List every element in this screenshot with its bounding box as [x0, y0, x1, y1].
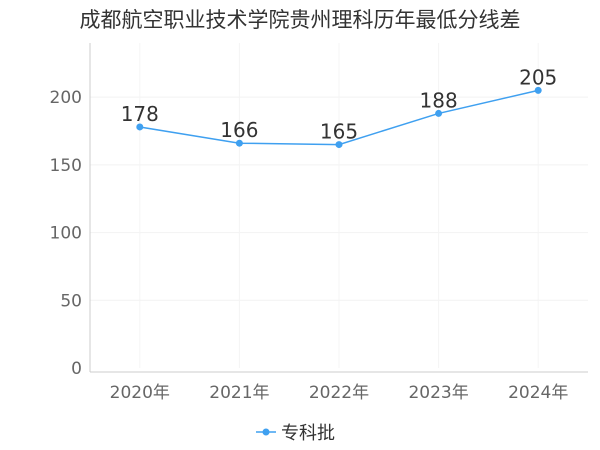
data-point[interactable] [534, 86, 542, 94]
legend-label-specialist-batch: 专科批 [281, 423, 335, 444]
y-tick-label: 0 [71, 359, 82, 379]
legend[interactable]: 专科批 [256, 423, 335, 444]
data-point[interactable] [335, 141, 343, 149]
x-tick-label: 2023年 [408, 383, 468, 403]
x-tick-label: 2020年 [110, 383, 170, 403]
y-tick-label: 200 [50, 88, 82, 108]
axes [89, 43, 588, 373]
data-point[interactable] [235, 139, 243, 147]
x-tick-label: 2021年 [209, 383, 269, 403]
y-tick-label: 150 [50, 156, 82, 176]
legend-dot-marker [262, 428, 270, 436]
data-label: 205 [519, 65, 557, 89]
y-tick-label: 50 [60, 291, 82, 311]
y-tick-label: 100 [50, 224, 82, 244]
data-labels: 178 166 165 188 205 [121, 65, 558, 143]
data-label: 166 [220, 118, 258, 142]
data-label: 165 [320, 120, 358, 144]
data-point[interactable] [435, 109, 443, 117]
data-label: 188 [420, 88, 458, 112]
chart-title: 成都航空职业技术学院贵州理科历年最低分线差 [80, 8, 521, 32]
x-axis-tick-labels: 2020年 2021年 2022年 2023年 2024年 [110, 383, 569, 403]
data-label: 178 [121, 102, 159, 126]
x-tick-label: 2024年 [508, 383, 568, 403]
data-point[interactable] [136, 123, 144, 131]
x-tick-label: 2022年 [309, 383, 369, 403]
y-axis-tick-labels: 0 50 100 150 200 [50, 88, 82, 379]
series-layer [136, 86, 542, 149]
grid-lines [90, 43, 588, 368]
